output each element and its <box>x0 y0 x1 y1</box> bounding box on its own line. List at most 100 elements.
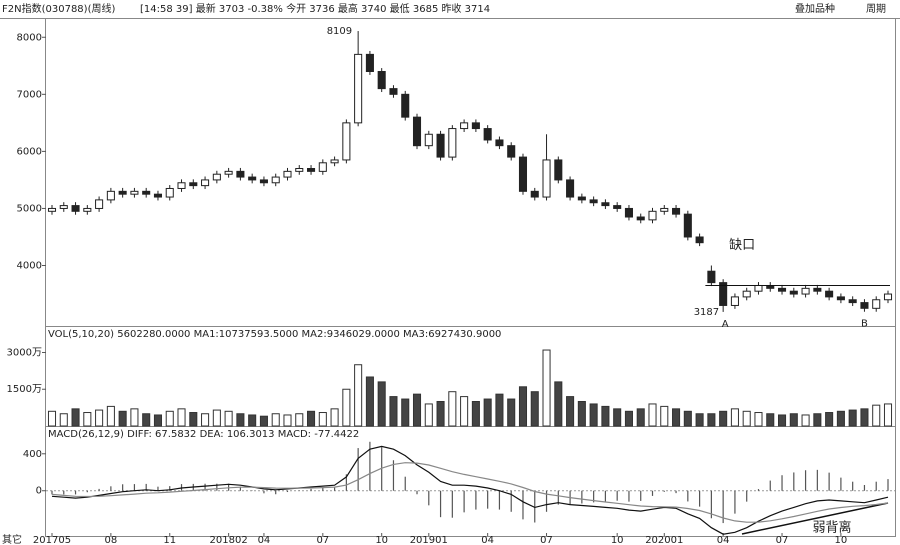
candle-body <box>883 293 893 301</box>
volume-bar <box>825 412 834 427</box>
candle-body <box>848 299 857 304</box>
candle-body <box>189 182 198 187</box>
candle-body <box>507 145 516 158</box>
y-tick-label: 400 <box>23 449 42 460</box>
volume-bar <box>201 413 210 427</box>
x-tick-label: 07 <box>316 535 329 545</box>
candle-body <box>71 205 80 212</box>
volume-bar <box>613 408 622 427</box>
chart-title: F2N指数(030788)(周线) <box>2 2 115 15</box>
divergence-label: 弱背离 <box>812 520 851 536</box>
y-tick-label: 7000 <box>17 89 42 100</box>
volume-bar <box>59 413 68 427</box>
period-button[interactable]: 周期 <box>866 3 886 15</box>
volume-bar <box>483 398 492 427</box>
candle-body <box>460 122 469 130</box>
volume-bar <box>530 391 539 427</box>
volume-bar <box>683 410 692 427</box>
x-tick-label: 07 <box>540 535 553 545</box>
volume-bar <box>401 398 410 427</box>
candle-body <box>554 159 563 181</box>
volume-bar <box>271 413 280 427</box>
volume-bar <box>47 410 57 427</box>
macd-title: MACD(26,12,9) DIFF: 67.5832 DEA: 106.301… <box>48 429 359 440</box>
candle-body <box>295 168 304 172</box>
overlay-button[interactable]: 叠加品种 <box>795 2 835 15</box>
volume-bar <box>507 398 516 427</box>
candle-body <box>47 207 57 212</box>
volume-bar <box>424 403 433 427</box>
volume-bar <box>389 396 398 427</box>
candle-body <box>836 296 845 301</box>
volume-title: VOL(5,10,20) 5602280.0000 MA1:10737593.5… <box>48 329 501 340</box>
candle-body <box>271 176 280 184</box>
volume-bar <box>177 408 186 427</box>
x-tick-label: 10 <box>611 535 624 545</box>
candle-body <box>471 122 480 130</box>
candle-body <box>589 199 598 204</box>
dea-line <box>51 462 889 523</box>
y-tick-label: 6000 <box>17 146 42 157</box>
candle-body <box>153 193 163 198</box>
volume-bar <box>518 386 528 427</box>
x-tick-label: 08 <box>105 535 118 545</box>
volume-bar <box>283 414 292 427</box>
point-b: B <box>861 319 868 330</box>
candle-body <box>59 205 68 209</box>
volume-bar <box>672 408 681 427</box>
candle-body <box>130 190 139 195</box>
volume-bar <box>554 381 563 427</box>
volume-bar <box>742 410 751 427</box>
y-tick-label: 5000 <box>17 203 42 214</box>
volume-bar <box>872 404 881 427</box>
peak-label: 8109 <box>327 26 352 37</box>
candle-body <box>83 207 92 212</box>
y-tick-label: 4000 <box>17 261 42 272</box>
y-tick-label: 0 <box>36 486 42 497</box>
candle-body <box>813 287 822 292</box>
volume-bar <box>707 413 716 427</box>
volume-bar <box>766 413 775 427</box>
volume-bar <box>318 412 327 427</box>
x-tick-label: 04 <box>481 535 494 545</box>
dif-line <box>51 445 889 535</box>
volume-bar <box>719 410 728 427</box>
volume-bar <box>789 413 798 427</box>
volume-bar <box>412 393 422 427</box>
volume-bar <box>377 381 386 427</box>
candle-body <box>307 168 316 172</box>
candle-body <box>577 196 586 201</box>
x-tick-label: 10 <box>375 535 388 545</box>
low-label: 3187 <box>694 307 719 318</box>
volume-bar <box>248 414 257 427</box>
y-tick-label: 8000 <box>17 32 42 43</box>
candle-body <box>436 133 445 158</box>
volume-bar <box>436 400 445 427</box>
candle-body <box>719 282 728 306</box>
candle-body <box>754 284 763 292</box>
candle-body <box>777 287 787 292</box>
volume-bar <box>95 409 104 427</box>
candle-body <box>672 207 681 215</box>
candle-body <box>566 179 575 198</box>
candle-body <box>695 236 704 244</box>
volume-bar <box>307 410 316 427</box>
quote-line: [14:58 39] 最新 3703 -0.38% 今开 3736 最高 374… <box>140 2 490 15</box>
volume-bar <box>813 413 822 427</box>
volume-bar <box>142 413 151 427</box>
x-tick-label: 04 <box>258 535 271 545</box>
x-tick-label: 04 <box>717 535 730 545</box>
volume-bar <box>471 400 480 427</box>
candle-body <box>648 210 657 221</box>
volume-bar <box>212 409 221 427</box>
volume-bar <box>83 412 92 427</box>
candle-body <box>872 299 881 309</box>
y-tick-label: 3000万 <box>7 347 42 358</box>
candle-body <box>742 290 751 298</box>
volume-bar <box>189 412 198 427</box>
volume-bar <box>106 405 115 427</box>
volume-bar <box>71 408 80 427</box>
candle-body <box>248 176 257 181</box>
